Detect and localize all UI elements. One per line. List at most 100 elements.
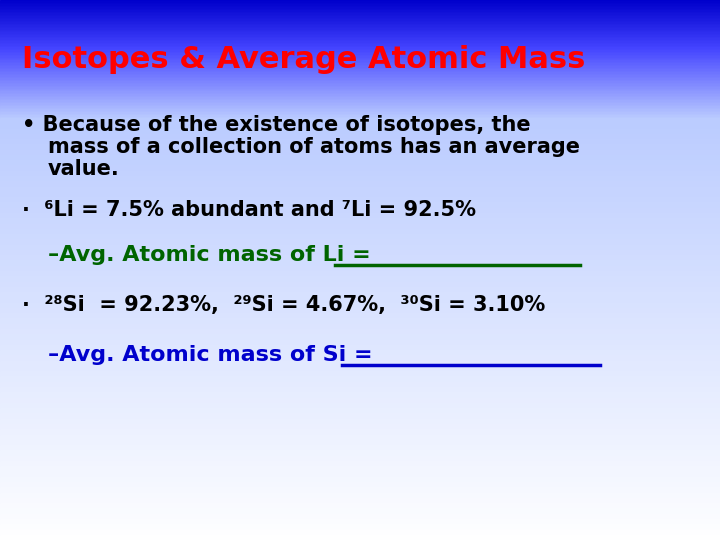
Bar xyxy=(0,78,720,79)
Bar xyxy=(0,59,720,60)
Bar xyxy=(0,292,720,298)
Bar xyxy=(0,387,720,392)
Bar xyxy=(0,0,720,2)
Bar xyxy=(0,115,720,117)
Bar xyxy=(0,43,720,44)
Bar xyxy=(0,202,720,208)
Bar xyxy=(0,424,720,429)
Bar xyxy=(0,508,720,514)
Bar xyxy=(0,60,720,62)
Bar xyxy=(0,112,720,113)
Bar xyxy=(0,482,720,487)
Bar xyxy=(0,477,720,482)
Bar xyxy=(0,514,720,519)
Bar xyxy=(0,298,720,302)
Bar xyxy=(0,382,720,387)
Bar xyxy=(0,24,720,25)
Bar xyxy=(0,234,720,239)
Bar xyxy=(0,255,720,260)
Bar xyxy=(0,287,720,292)
Bar xyxy=(0,75,720,77)
Bar xyxy=(0,79,720,81)
Bar xyxy=(0,134,720,139)
Bar xyxy=(0,105,720,106)
Bar xyxy=(0,418,720,424)
Bar xyxy=(0,197,720,202)
Bar xyxy=(0,77,720,78)
Bar xyxy=(0,106,720,107)
Bar xyxy=(0,171,720,176)
Bar xyxy=(0,334,720,340)
Text: • Because of the existence of isotopes, the: • Because of the existence of isotopes, … xyxy=(22,115,531,135)
Bar xyxy=(0,176,720,181)
Bar xyxy=(0,28,720,30)
Bar xyxy=(0,81,720,83)
Bar xyxy=(0,408,720,414)
Bar xyxy=(0,89,720,90)
Bar xyxy=(0,361,720,366)
Text: mass of a collection of atoms has an average: mass of a collection of atoms has an ave… xyxy=(48,137,580,157)
Bar xyxy=(0,55,720,56)
Bar xyxy=(0,49,720,50)
Bar xyxy=(0,113,720,115)
Bar xyxy=(0,213,720,218)
Bar xyxy=(0,403,720,408)
Bar xyxy=(0,16,720,18)
Bar xyxy=(0,107,720,109)
Bar xyxy=(0,461,720,466)
Bar xyxy=(0,32,720,34)
Bar xyxy=(0,34,720,36)
Bar xyxy=(0,44,720,46)
Bar xyxy=(0,111,720,112)
Bar xyxy=(0,36,720,37)
Bar xyxy=(0,345,720,350)
Bar xyxy=(0,12,720,14)
Bar xyxy=(0,414,720,418)
Text: –Avg. Atomic mass of Si =: –Avg. Atomic mass of Si = xyxy=(48,345,380,365)
Bar xyxy=(0,487,720,492)
Bar xyxy=(0,155,720,160)
Bar xyxy=(0,8,720,9)
Bar xyxy=(0,90,720,91)
Bar xyxy=(0,40,720,41)
Bar xyxy=(0,52,720,53)
Bar xyxy=(0,192,720,197)
Bar xyxy=(0,66,720,68)
Text: ·  ⁶Li = 7.5% abundant and ⁷Li = 92.5%: · ⁶Li = 7.5% abundant and ⁷Li = 92.5% xyxy=(22,200,476,220)
Bar xyxy=(0,429,720,435)
Bar xyxy=(0,2,720,3)
Bar xyxy=(0,9,720,10)
Bar xyxy=(0,37,720,38)
Bar xyxy=(0,31,720,32)
Bar xyxy=(0,181,720,187)
Bar xyxy=(0,302,720,308)
Bar xyxy=(0,456,720,461)
Bar xyxy=(0,74,720,75)
Bar xyxy=(0,65,720,66)
Text: value.: value. xyxy=(48,159,120,179)
Bar xyxy=(0,18,720,19)
Bar xyxy=(0,392,720,397)
Bar xyxy=(0,535,720,540)
Bar xyxy=(0,440,720,445)
Bar xyxy=(0,21,720,22)
Bar xyxy=(0,25,720,26)
Bar xyxy=(0,91,720,93)
Bar xyxy=(0,319,720,323)
Bar xyxy=(0,218,720,224)
Bar xyxy=(0,466,720,471)
Bar xyxy=(0,165,720,171)
Bar xyxy=(0,71,720,72)
Bar xyxy=(0,503,720,508)
Bar xyxy=(0,87,720,89)
Bar xyxy=(0,313,720,319)
Bar xyxy=(0,58,720,59)
Bar xyxy=(0,144,720,150)
Bar xyxy=(0,22,720,24)
Bar xyxy=(0,498,720,503)
Bar xyxy=(0,129,720,134)
Bar xyxy=(0,63,720,65)
Bar xyxy=(0,150,720,155)
Bar xyxy=(0,14,720,15)
Bar xyxy=(0,15,720,16)
